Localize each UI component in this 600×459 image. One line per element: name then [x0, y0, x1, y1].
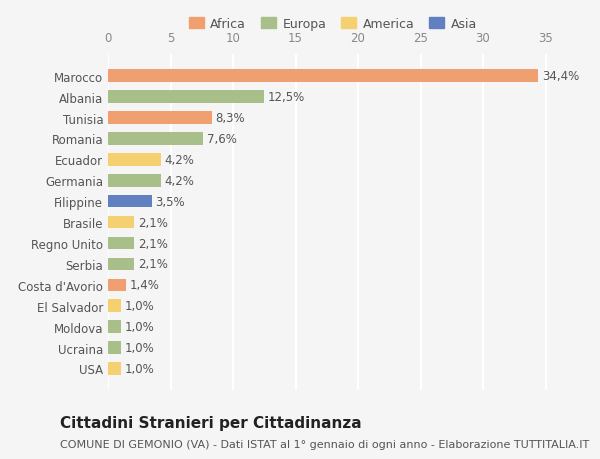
Legend: Africa, Europa, America, Asia: Africa, Europa, America, Asia — [189, 18, 477, 31]
Bar — [108, 174, 161, 187]
Bar — [108, 196, 152, 208]
Text: 2,1%: 2,1% — [138, 216, 168, 229]
Bar — [108, 154, 161, 166]
Bar — [108, 133, 203, 146]
Text: 2,1%: 2,1% — [138, 237, 168, 250]
Text: 34,4%: 34,4% — [542, 70, 579, 83]
Text: 4,2%: 4,2% — [164, 174, 194, 187]
Text: Cittadini Stranieri per Cittadinanza: Cittadini Stranieri per Cittadinanza — [60, 415, 362, 430]
Bar — [108, 363, 121, 375]
Text: 12,5%: 12,5% — [268, 91, 305, 104]
Bar — [108, 279, 125, 291]
Text: 1,0%: 1,0% — [124, 300, 154, 313]
Text: 8,3%: 8,3% — [215, 112, 245, 125]
Text: 7,6%: 7,6% — [207, 133, 236, 146]
Text: 1,0%: 1,0% — [124, 320, 154, 333]
Text: 1,0%: 1,0% — [124, 341, 154, 354]
Bar — [108, 300, 121, 312]
Bar — [108, 70, 538, 83]
Text: 4,2%: 4,2% — [164, 154, 194, 167]
Text: 1,4%: 1,4% — [129, 279, 159, 291]
Bar — [108, 216, 134, 229]
Bar — [108, 258, 134, 271]
Bar — [108, 341, 121, 354]
Bar — [108, 112, 212, 124]
Text: 1,0%: 1,0% — [124, 362, 154, 375]
Bar — [108, 321, 121, 333]
Bar — [108, 237, 134, 250]
Bar — [108, 91, 264, 104]
Text: 3,5%: 3,5% — [155, 195, 185, 208]
Text: 2,1%: 2,1% — [138, 258, 168, 271]
Text: COMUNE DI GEMONIO (VA) - Dati ISTAT al 1° gennaio di ogni anno - Elaborazione TU: COMUNE DI GEMONIO (VA) - Dati ISTAT al 1… — [60, 440, 589, 449]
